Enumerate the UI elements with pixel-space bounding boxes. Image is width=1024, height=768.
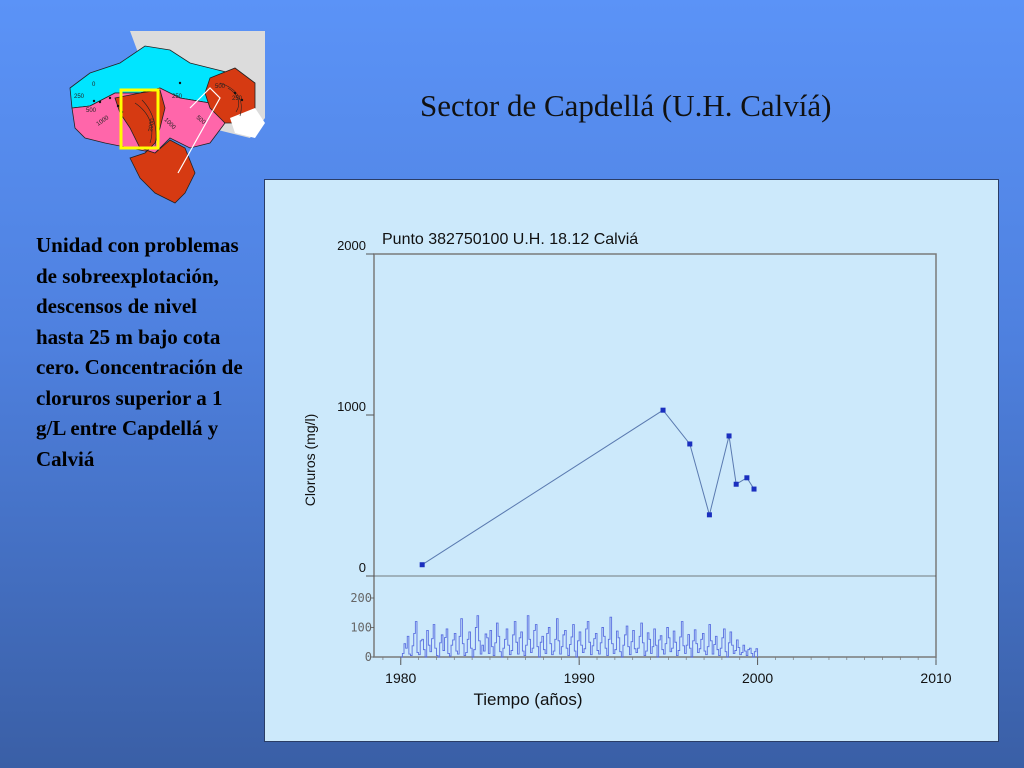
map-zone-blank: [230, 108, 265, 138]
chloride-point: [726, 433, 732, 439]
hydro-map: 0 250 500 1000 250 1000 2000 500 500 250: [69, 31, 265, 204]
chloride-line: [421, 409, 755, 566]
y-tick-label: 2000: [337, 238, 366, 253]
precip-tick-label: 100: [350, 621, 372, 635]
x-tick-label: 2000: [742, 670, 773, 686]
chart-panel: Punto 382750100 U.H. 18.12 Calviá Tiempo…: [264, 179, 999, 742]
map-contour-label: 0: [92, 82, 96, 88]
precip-tick-label: 0: [365, 650, 372, 664]
chloride-chart: Punto 382750100 U.H. 18.12 Calviá Tiempo…: [302, 231, 952, 709]
map-wells: [92, 81, 244, 114]
x-tick-label: 1990: [564, 670, 595, 686]
map-contour-label: 250: [74, 94, 85, 100]
map-contour-label: 2000: [148, 118, 156, 133]
description-text: Unidad con problemas de sobreexplotación…: [36, 233, 243, 471]
chloride-point: [733, 481, 739, 487]
x-tick-label: 2010: [920, 670, 951, 686]
precip-bars: [400, 615, 759, 658]
slide-title: Sector de Capdellá (U.H. Calvíá): [420, 88, 832, 123]
chloride-point: [706, 512, 712, 518]
chloride-point: [751, 486, 757, 492]
y-axis-label: Cloruros (mg/l): [302, 414, 318, 507]
map-contour-label: 250: [172, 94, 183, 100]
x-axis-label: Tiempo (años): [474, 690, 583, 709]
map-highlight-box: [119, 88, 160, 150]
chart-title: Punto 382750100 U.H. 18.12 Calviá: [382, 231, 638, 248]
plot-frame: [373, 253, 937, 658]
map-contour-label: 500: [195, 115, 207, 126]
y-tick-label: 1000: [337, 399, 366, 414]
precip-tick-label: 200: [350, 591, 372, 605]
map-contour-label: 250: [232, 96, 243, 102]
chloride-point: [687, 441, 693, 447]
chloride-point: [419, 562, 425, 568]
x-tick-label: 1980: [385, 670, 416, 686]
y-tick-label: 0: [359, 560, 366, 575]
chloride-point: [744, 475, 750, 481]
chloride-point: [660, 407, 666, 413]
map-contour-label: 500: [215, 84, 226, 90]
map-contour-label: 500: [86, 108, 97, 114]
